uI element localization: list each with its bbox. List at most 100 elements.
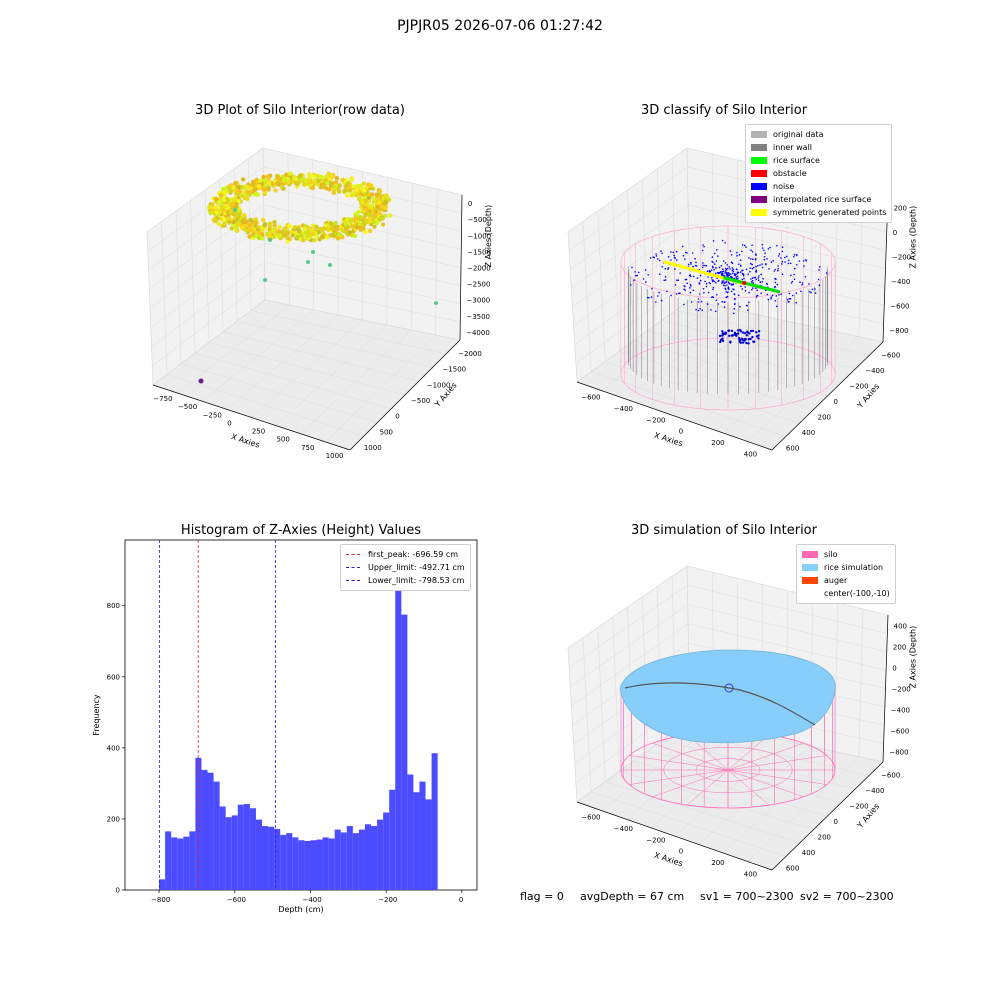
raw-z-tick-label: −4000 [466,329,490,337]
raw-data-point [250,232,256,237]
raw-data-point [318,227,324,232]
histogram-legend-item: Lower_limit: -798.53 cm [346,574,465,587]
histogram-bar [346,826,353,890]
sim-silo-floor-spoke [629,755,729,771]
cls-x-tick-label: −200 [646,416,665,424]
histogram-bar [255,819,263,890]
raw-x-tick-label: 1000 [326,452,344,460]
cls-z-tick-label: −400 [891,278,910,286]
cls-noise-point [752,281,754,284]
cls-noise-point [712,265,714,268]
raw-data-point [314,224,319,230]
cls-noise-point [728,288,730,291]
cls-noise-point [746,304,748,307]
sim-silo-floor-spoke [727,755,827,771]
cls-noise-point [647,296,649,299]
raw-data-point [370,210,376,215]
raw-data-point [355,184,360,189]
cls-noise-point [748,291,750,294]
simulation-legend-item: silo [802,548,890,561]
raw-z-tick-label: 0 [468,200,472,208]
sim-y-tick-label: 600 [786,864,799,872]
cls-noise-point [768,268,770,270]
cls-noise-point [713,280,716,283]
cls-noise-point [781,260,784,263]
cls-noise-point [658,259,661,262]
cls-y-axis-line [771,341,884,451]
raw-data-point [363,198,368,203]
raw-data-point [350,232,356,238]
raw-data-point [220,205,225,211]
cls-grid-line [570,185,688,270]
cls-grid-line [698,326,811,425]
raw-data-point [388,213,393,218]
classify-legend: original data inner wall rice surface obsta… [745,124,893,223]
cls-noise-point [733,307,736,310]
sv1-text: sv1 = 700~2300 [700,890,794,903]
histogram-bar [310,840,317,890]
simulation-legend-swatch [802,551,818,558]
cls-noise-point [735,333,738,336]
cls-noise-point [799,281,801,284]
raw-data-point [375,196,380,201]
cls-noise-point [720,273,723,276]
raw-data-point [331,190,336,196]
cls-noise-point [703,245,705,248]
cls-noise-point [745,341,748,345]
raw-data-point [228,189,233,194]
cls-noise-point [757,337,760,340]
cls-noise-point [759,281,762,283]
cls-noise-point [741,331,745,334]
classify-legend-label: rice surface [773,156,820,165]
classify-legend-label: original data [773,130,824,139]
cls-noise-point [661,252,663,255]
raw-grid-line [411,183,413,331]
raw-data-point [371,196,377,202]
classify-legend-swatch [751,157,767,164]
raw-data-point [293,177,299,182]
classify-plot-title: 3D classify of Silo Interior [640,103,808,118]
raw-data-point [362,187,367,193]
raw-data-point [266,186,271,192]
cls-noise-point [808,283,810,285]
cls-grid-line [723,331,835,434]
cls-noise-point [728,334,731,337]
cls-y-tick-label: −400 [865,367,884,375]
cls-noise-point [729,341,732,344]
cls-noise-point [683,303,685,306]
cls-x-tick-label: 0 [679,428,683,436]
cls-noise-point [721,280,724,283]
cls-noise-point [661,266,663,268]
cls-noise-point [712,266,714,269]
cls-noise-point [683,285,685,287]
raw-data-point [329,175,335,180]
cls-noise-point [697,309,700,312]
cls-noise-point [663,279,665,282]
sim-z-axis-label: Z Axies (Depth) [909,626,918,689]
histogram-bar [316,839,323,890]
figure-suptitle: PJPJR05 2026-07-06 01:27:42 [397,18,603,34]
histogram-bar [274,828,281,890]
cls-noise-point [757,330,761,333]
raw-data-point [335,236,341,241]
classify-legend-item: noise [751,180,886,193]
raw-data-point [351,184,356,189]
cls-noise-point [697,301,700,303]
simulation-legend-label: rice simulation [824,563,884,572]
cls-noise-point [670,251,672,253]
histogram-bar [328,838,335,890]
raw-data-point [333,231,339,236]
histogram-bar [395,548,402,890]
raw-data-point [277,224,282,230]
cls-noise-point [670,294,672,297]
cls-noise-point [645,281,647,283]
raw-data-point [253,223,258,228]
raw-data-point [358,227,363,232]
simulation-legend-label: silo [824,550,838,559]
cls-noise-point [658,273,661,276]
raw-z-tick-label: −3500 [466,313,490,321]
cls-noise-point [742,273,744,275]
raw-data-point [267,221,273,226]
cls-noise-point [691,252,694,254]
cls-noise-point [751,279,754,282]
